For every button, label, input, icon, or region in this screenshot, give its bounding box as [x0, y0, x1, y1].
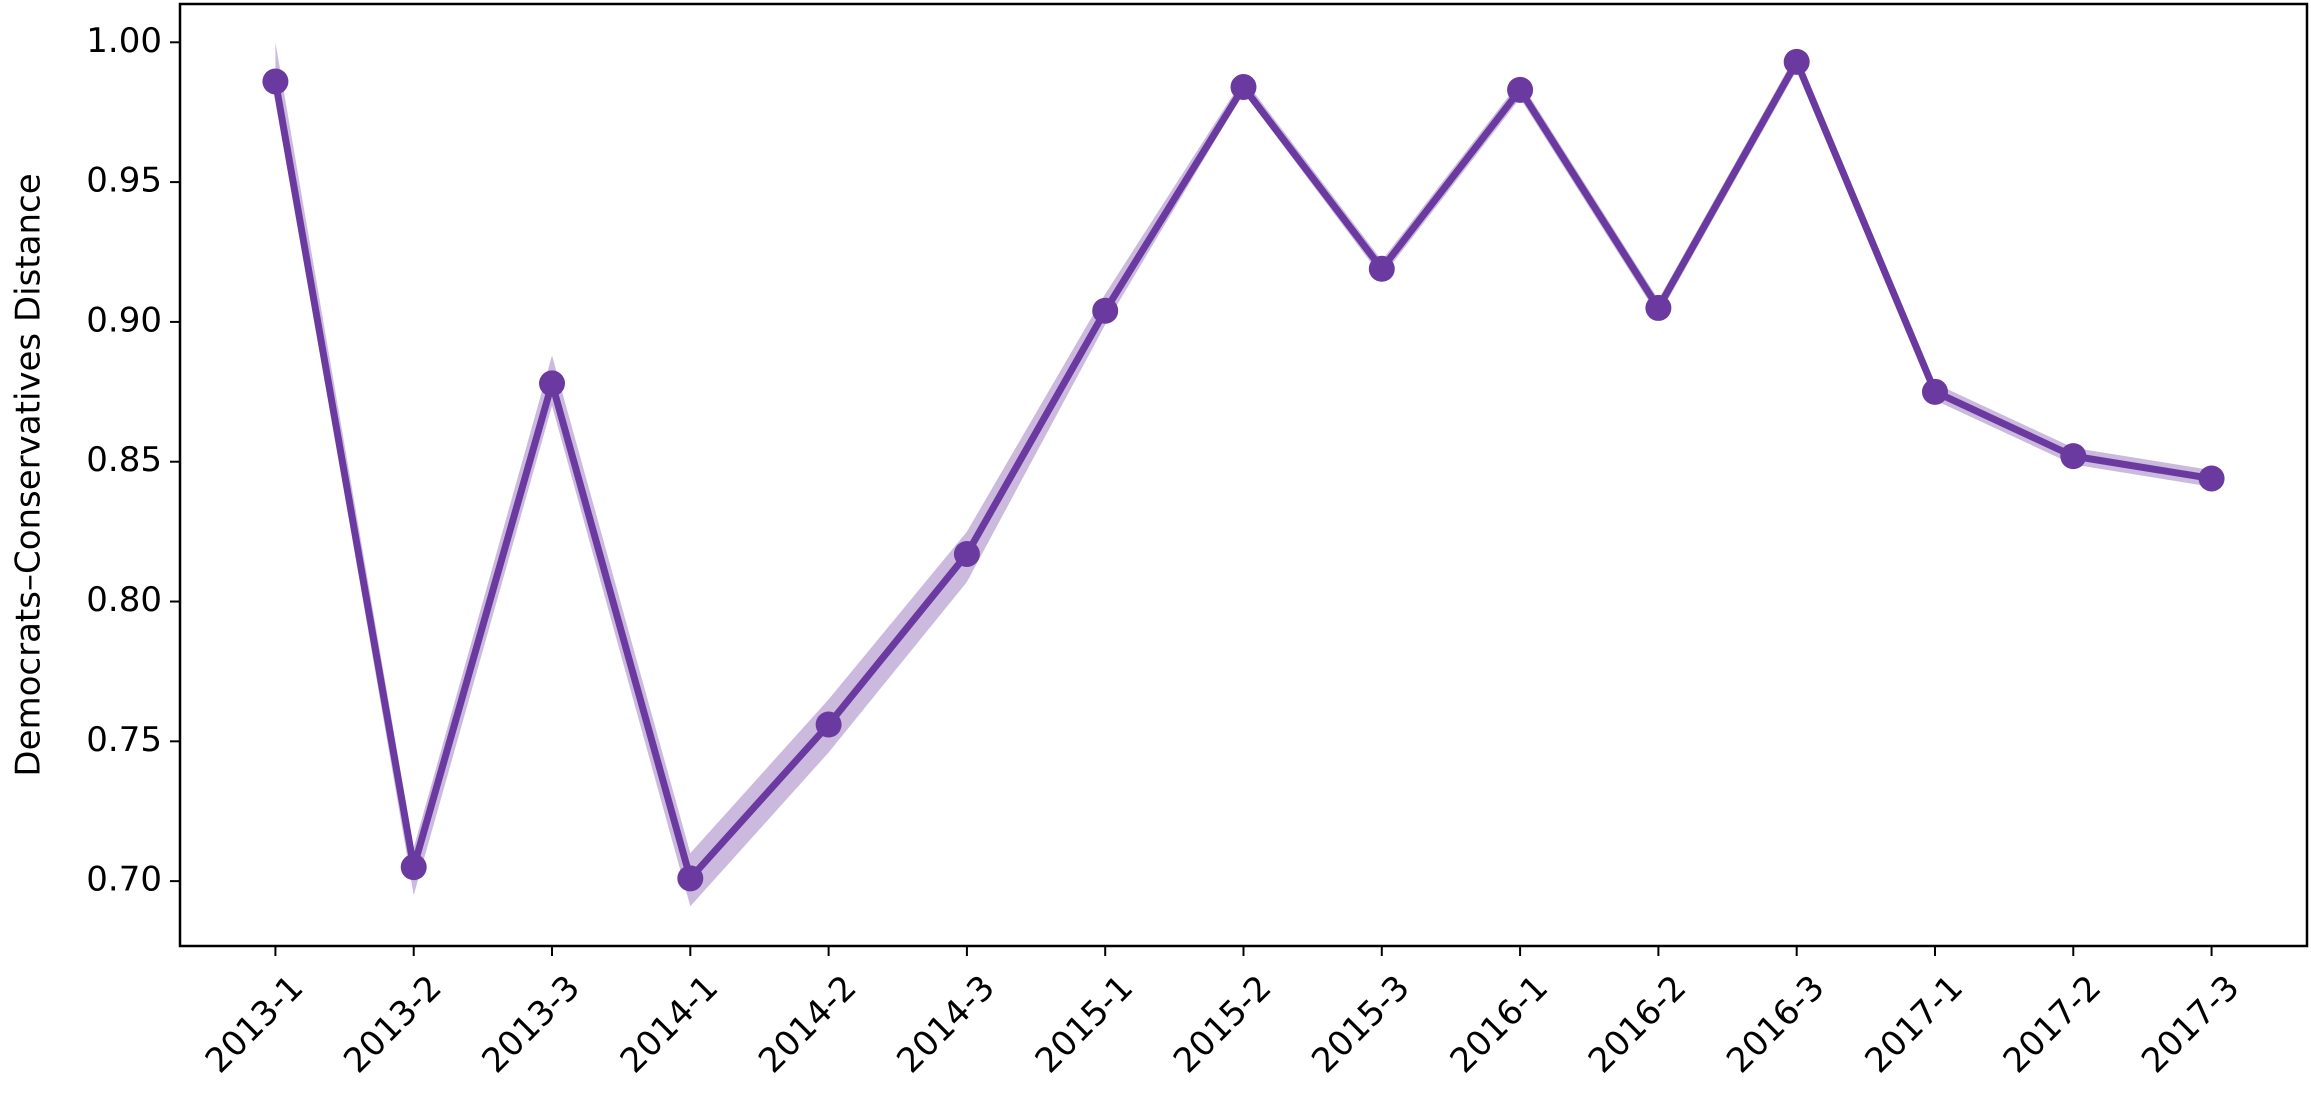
x-tick-label: 2016-1 [1443, 968, 1556, 1081]
x-tick-label: 2015-2 [1166, 968, 1279, 1081]
point [815, 711, 842, 738]
y-tick-label: 0.85 [86, 440, 162, 480]
x-tick-label: 2016-3 [1719, 968, 1832, 1081]
point [2060, 443, 2087, 470]
point [262, 68, 289, 95]
point [677, 865, 704, 892]
x-tick-label: 2016-2 [1581, 968, 1694, 1081]
y-tick-label: 0.90 [86, 300, 162, 340]
point [1368, 255, 1395, 282]
point [539, 370, 566, 397]
point [1783, 48, 1810, 75]
x-tick-label: 2014-2 [751, 968, 864, 1081]
y-tick-label: 0.75 [86, 720, 162, 760]
x-tick-label: 2013-3 [474, 968, 587, 1081]
point [2198, 465, 2225, 492]
point [1092, 297, 1119, 324]
x-tick-label: 2017-2 [1996, 968, 2109, 1081]
x-tick-label: 2015-1 [1028, 968, 1141, 1081]
y-tick-label: 0.80 [86, 580, 162, 620]
point [400, 854, 427, 881]
x-tick-label: 2013-2 [336, 968, 449, 1081]
point [953, 540, 980, 567]
confidence-band [275, 42, 2212, 907]
plot-frame [178, 2, 2309, 948]
y-tick-label: 0.95 [86, 161, 162, 201]
x-tick-label: 2017-1 [1857, 968, 1970, 1081]
x-tick-label: 2013-1 [198, 968, 311, 1081]
y-tick-label: 1.00 [86, 21, 162, 61]
line [271, 58, 2213, 882]
point [1645, 294, 1672, 321]
x-tick-label: 2015-3 [1304, 968, 1417, 1081]
point [1230, 74, 1257, 101]
x-tick-label: 2017-3 [2134, 968, 2247, 1081]
y-tick-label: 0.70 [86, 860, 162, 900]
point [1507, 76, 1534, 103]
x-tick-label: 2014-1 [613, 968, 726, 1081]
x-tick-label: 2014-3 [889, 968, 1002, 1081]
point [1921, 378, 1948, 405]
y-axis-label: Democrats–Conservatives Distance [9, 173, 49, 776]
